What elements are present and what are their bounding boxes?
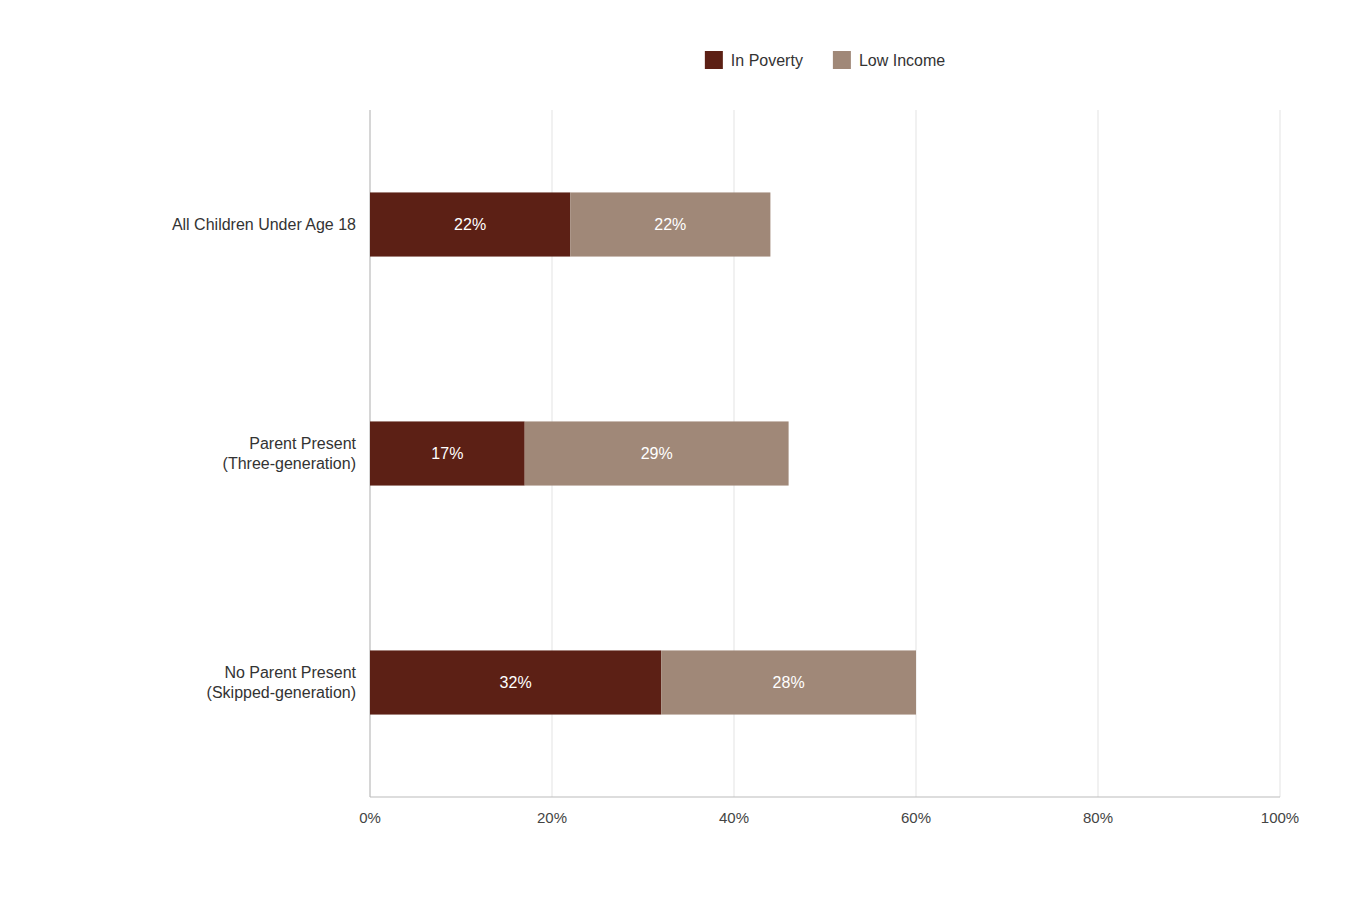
y-tick-label: All Children Under Age 18 [172,216,356,233]
y-tick-label: No Parent Present (Skipped-generation) [207,664,357,701]
y-tick-label: Parent Present (Three-generation) [223,435,357,472]
legend-swatch [833,51,851,69]
grid-line [1280,110,1281,797]
bar [370,650,661,714]
legend: In Poverty Low Income [705,51,945,69]
x-tick-label: 100% [1261,809,1299,826]
bar [661,650,916,714]
x-tick-label: 60% [901,809,931,826]
data-label: 22% [654,216,686,233]
y-tick-label-line: Parent Present [249,435,356,452]
y-tick-label-line: (Three-generation) [223,455,356,472]
bars [370,192,916,714]
legend-item: Low Income [833,51,945,69]
legend-label: Low Income [859,52,945,69]
x-tick-label: 40% [719,809,749,826]
data-label: 28% [773,674,805,691]
bar [525,421,789,485]
y-tick-label-line: (Skipped-generation) [207,684,356,701]
legend-label: In Poverty [731,52,803,69]
grid [370,110,1280,797]
x-axis-line [370,797,1280,798]
data-label: 22% [454,216,486,233]
chart: 0% 20% 40% 60% 80% 100% All Children Under Age… [0,0,1347,897]
data-labels: 22% 17% 32% 22% 29% 28% [431,216,804,691]
bar [370,192,570,256]
legend-swatch [705,51,723,69]
x-tick-label: 80% [1083,809,1113,826]
legend-item: In Poverty [705,51,803,69]
x-tick-label: 20% [537,809,567,826]
bar [370,421,525,485]
y-tick-label-line: No Parent Present [224,664,356,681]
grid-line [1098,110,1099,797]
data-label: 32% [500,674,532,691]
x-tick-label: 0% [359,809,381,826]
y-tick-label-line: All Children Under Age 18 [172,216,356,233]
data-label: 17% [431,445,463,462]
bar [570,192,770,256]
data-label: 29% [641,445,673,462]
